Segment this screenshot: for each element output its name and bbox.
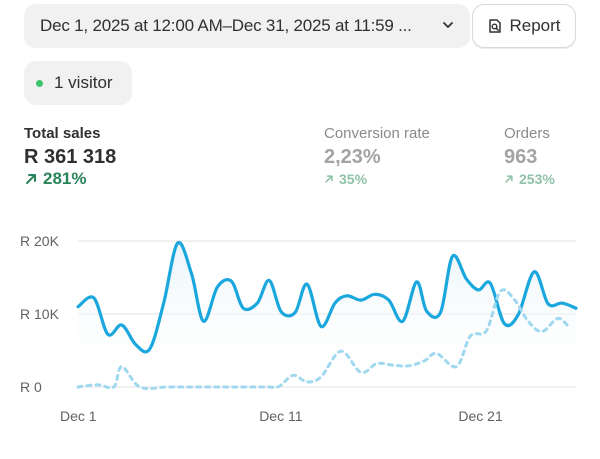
metric-delta: 281% [24, 169, 116, 189]
x-tick-label: Dec 11 [259, 408, 303, 424]
metric-value: R 361 318 [24, 146, 117, 168]
series-line-comparison [76, 288, 572, 390]
metric-label: Orders [504, 125, 550, 142]
metric-orders[interactable]: Orders 963 253% [504, 125, 555, 189]
arrow-up-right-icon [505, 175, 513, 183]
metric-delta-value: 281% [43, 169, 87, 188]
report-icon [489, 19, 502, 33]
metric-delta: 35% [324, 169, 430, 189]
x-tick-label: Dec 1 [60, 408, 97, 424]
visitor-count-label: 1 visitor [54, 73, 113, 92]
series-area [78, 242, 576, 387]
sales-line-chart[interactable]: R 0 R 10K R 20K Dec 1 Dec 11 Dec 21 [0, 225, 600, 459]
arrow-up-right-icon [325, 175, 333, 183]
y-tick-label: R 10K [20, 306, 60, 322]
metric-conversion-rate[interactable]: Conversion rate 2,23% 35% [324, 125, 430, 189]
metric-delta: 253% [504, 169, 555, 189]
metric-delta-value: 35% [339, 171, 368, 187]
date-range-label: Dec 1, 2025 at 12:00 AM–Dec 31, 2025 at … [40, 16, 412, 35]
chevron-down-icon [443, 22, 453, 28]
x-tick-label: Dec 21 [458, 408, 503, 424]
y-tick-label: R 20K [20, 233, 60, 249]
metric-label: Total sales [24, 125, 101, 142]
metric-delta-value: 253% [519, 171, 555, 187]
live-visitors-badge[interactable]: 1 visitor [24, 61, 132, 105]
report-button-label: Report [509, 16, 561, 35]
metric-value: 2,23% [324, 146, 381, 168]
y-tick-label: R 0 [20, 379, 42, 395]
arrow-up-right-icon [26, 174, 36, 184]
series-line-current [76, 240, 578, 354]
metric-label: Conversion rate [324, 125, 430, 142]
date-range-picker[interactable]: Dec 1, 2025 at 12:00 AM–Dec 31, 2025 at … [24, 4, 470, 48]
live-status-dot [36, 79, 43, 87]
report-button[interactable]: Report [472, 4, 576, 48]
metric-total-sales[interactable]: Total sales R 361 318 281% [24, 125, 116, 189]
metric-value: 963 [504, 146, 538, 168]
